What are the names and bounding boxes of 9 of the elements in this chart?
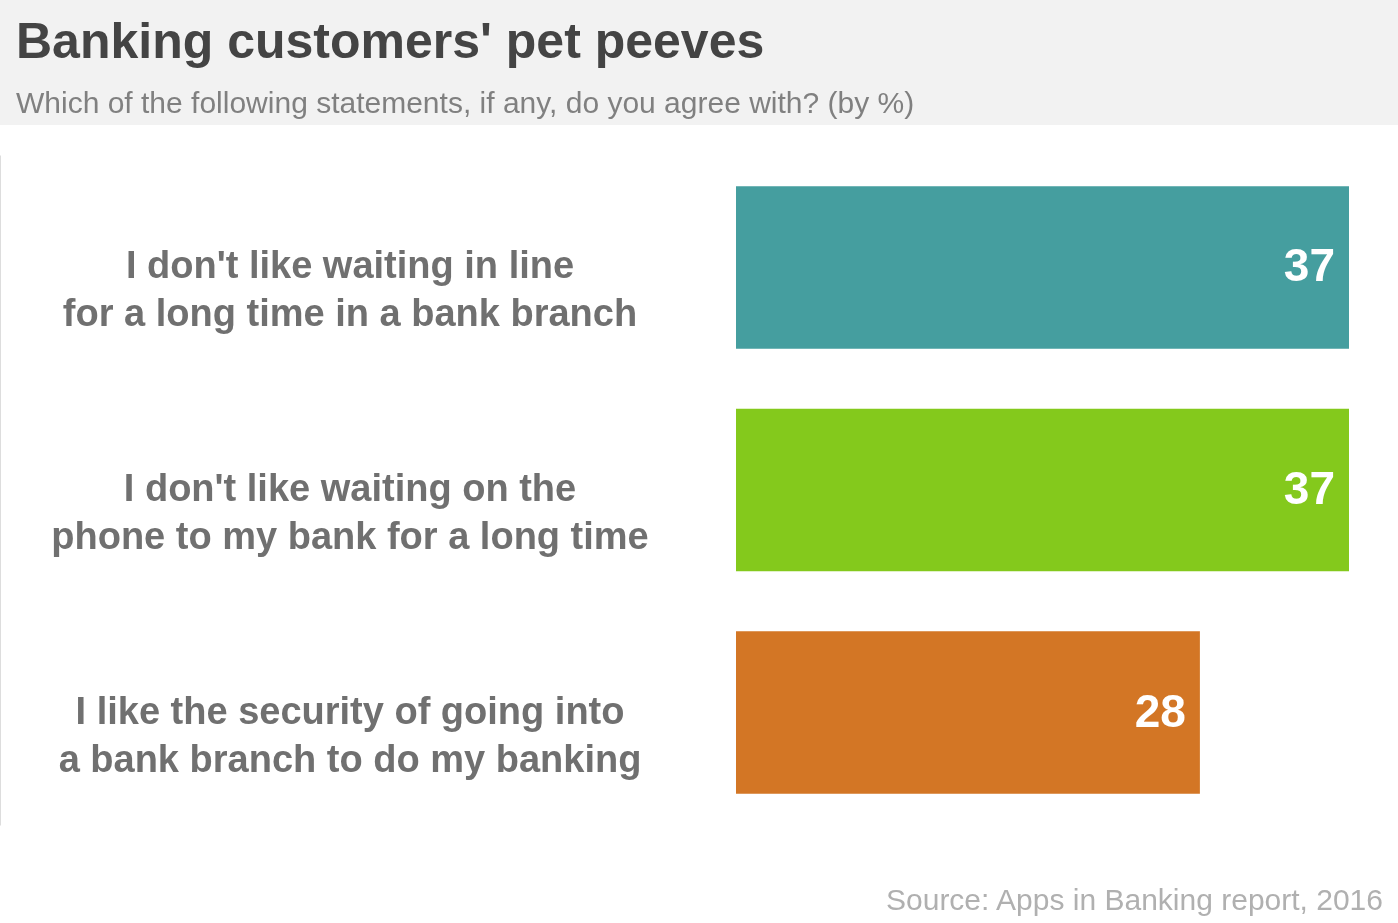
data-label: 37 bbox=[1283, 239, 1335, 292]
data-label: 28 bbox=[1134, 684, 1186, 737]
y-tick-label: I like the security of going into a bank branch to do my banking bbox=[58, 689, 642, 780]
y-tick-label: I don't like waiting in line for a long time in a bank branch bbox=[62, 244, 638, 335]
text: Which of the following statements, if any, do you agree with? (by %) bbox=[16, 86, 915, 119]
data-label: 37 bbox=[1283, 462, 1335, 514]
chart-title: Banking customers' pet peeves bbox=[16, 13, 765, 69]
y-tick-label: I don't like waiting on the phone to my bank for a long time bbox=[51, 467, 649, 557]
source-note: Source: Apps in Banking report, 2016 bbox=[886, 883, 1383, 916]
